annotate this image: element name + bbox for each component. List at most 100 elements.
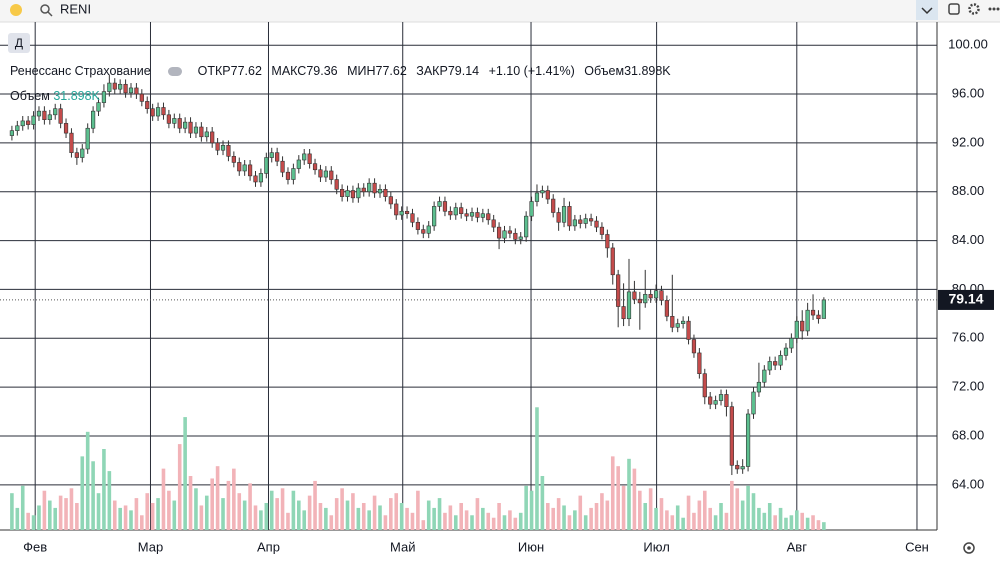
volume-bar bbox=[351, 493, 355, 530]
candle-body bbox=[556, 212, 561, 223]
candle-body bbox=[74, 152, 79, 158]
candle-body bbox=[653, 290, 659, 299]
candle-body bbox=[480, 213, 485, 218]
change: +1.10 (+1.41%) bbox=[488, 64, 575, 78]
symbol[interactable]: RENI bbox=[60, 1, 91, 16]
candle-body bbox=[442, 201, 448, 212]
window-icon[interactable] bbox=[948, 3, 960, 15]
legend-toggle[interactable] bbox=[168, 67, 183, 77]
volume-bar bbox=[161, 468, 166, 530]
candle-body bbox=[112, 82, 117, 90]
candle-body bbox=[237, 162, 242, 172]
volume-bar bbox=[448, 505, 453, 530]
last-price-tag bbox=[938, 289, 994, 310]
volume-bar bbox=[188, 476, 193, 530]
candle-body bbox=[821, 299, 826, 319]
volume-bar bbox=[443, 512, 447, 530]
candle-body bbox=[340, 188, 345, 197]
volume-bar bbox=[378, 505, 382, 530]
volume-bar bbox=[475, 498, 480, 530]
volume-bar bbox=[58, 495, 63, 530]
search-icon[interactable] bbox=[40, 4, 53, 17]
candle-body bbox=[502, 230, 507, 239]
candle-body bbox=[794, 320, 799, 339]
candle-body bbox=[69, 132, 74, 153]
candle-body bbox=[323, 170, 328, 178]
candle-body bbox=[210, 131, 215, 144]
candle-body bbox=[107, 82, 112, 92]
candle-body bbox=[264, 157, 269, 174]
volume-bar bbox=[405, 507, 409, 530]
candle-body bbox=[805, 309, 810, 332]
candle-body bbox=[610, 247, 615, 276]
close-value: 79.14 bbox=[447, 64, 480, 78]
top-bar bbox=[0, 0, 1000, 22]
candle-body bbox=[718, 394, 724, 401]
candle-body bbox=[426, 225, 431, 234]
axes: 64.0068.0072.0076.0080.0084.0088.0092.00… bbox=[0, 37, 994, 554]
volume-bar bbox=[356, 507, 361, 530]
candle-body bbox=[302, 153, 307, 161]
candle-body bbox=[637, 298, 642, 304]
volume-bar bbox=[324, 507, 328, 530]
volume-bar bbox=[453, 515, 458, 530]
candle-body bbox=[215, 142, 220, 151]
volume-bar bbox=[177, 444, 182, 530]
volume-bar bbox=[329, 515, 334, 530]
open-label: ОТКР bbox=[197, 64, 231, 78]
gear-button[interactable] bbox=[963, 542, 975, 554]
candle-body bbox=[377, 188, 383, 194]
candle-body bbox=[253, 175, 258, 183]
volume-bar bbox=[789, 515, 794, 530]
volume-bar bbox=[751, 493, 756, 530]
candle-body bbox=[15, 125, 20, 131]
dropdown-button[interactable] bbox=[916, 0, 938, 20]
last-price-label: 79.14 bbox=[948, 291, 983, 307]
volume-bar bbox=[302, 510, 307, 530]
volume-bar bbox=[719, 503, 723, 530]
volume-bar bbox=[129, 510, 133, 530]
candle-body bbox=[399, 210, 404, 216]
candle-body bbox=[258, 173, 264, 183]
volume-bar bbox=[389, 498, 393, 530]
volume-legend-value: 31.898K bbox=[53, 89, 100, 103]
volume-bar bbox=[648, 488, 653, 530]
volume-bar bbox=[778, 507, 783, 530]
candle-body bbox=[513, 232, 518, 240]
volume-bar bbox=[697, 500, 702, 530]
volume-bar bbox=[280, 488, 285, 530]
more-icon[interactable] bbox=[988, 7, 1000, 11]
low-value: 77.62 bbox=[375, 64, 407, 78]
settings-icon[interactable] bbox=[968, 3, 980, 15]
volume-bar bbox=[730, 480, 734, 530]
volume-bar bbox=[551, 507, 556, 530]
candle-body bbox=[172, 118, 177, 124]
volume-bar bbox=[318, 503, 323, 530]
candle-body bbox=[410, 213, 415, 223]
candle-body bbox=[810, 309, 816, 316]
x-tick-label: Сен bbox=[905, 539, 929, 554]
volume-bar bbox=[795, 510, 799, 530]
volume-bar bbox=[297, 500, 301, 530]
candle-body bbox=[475, 212, 480, 218]
candle-body bbox=[26, 120, 31, 125]
volume-bar bbox=[513, 517, 518, 530]
candle-body bbox=[329, 170, 334, 180]
candle-body bbox=[161, 107, 166, 116]
high-value: 79.36 bbox=[306, 64, 338, 78]
volume-bar bbox=[675, 505, 680, 530]
candle-body bbox=[123, 83, 128, 94]
y-tick-label: 88.00 bbox=[952, 183, 985, 198]
volume-bar bbox=[816, 520, 821, 530]
candle-body bbox=[773, 361, 778, 366]
volume-bar bbox=[286, 512, 290, 530]
volume-bar bbox=[183, 417, 187, 530]
volume-bar bbox=[80, 456, 85, 530]
volume-bar bbox=[594, 503, 599, 530]
candle-body bbox=[58, 108, 63, 124]
interval-button[interactable]: Д bbox=[8, 33, 30, 53]
candle-body bbox=[275, 152, 280, 162]
volume-bar bbox=[610, 456, 615, 530]
volume-bar bbox=[621, 485, 626, 530]
volume-bar bbox=[627, 458, 631, 530]
